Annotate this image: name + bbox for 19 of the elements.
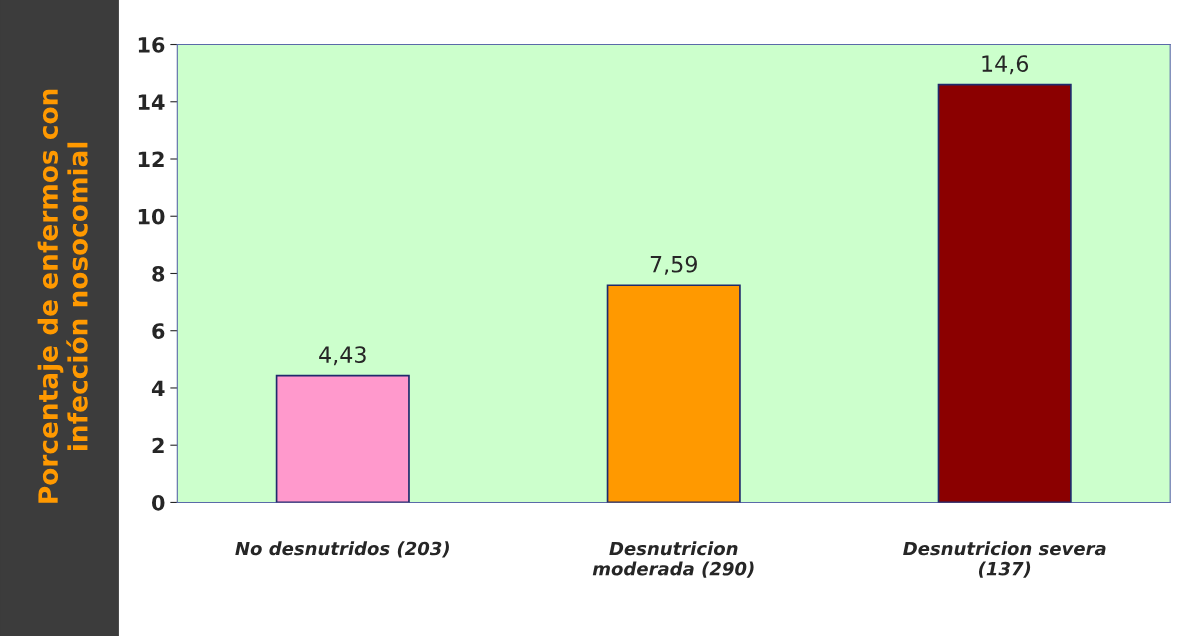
y-tick-label: 2	[152, 437, 164, 454]
data-label: 4,43	[319, 346, 366, 366]
y-tick-label: 14	[138, 94, 165, 110]
y-tick-label: 4	[151, 380, 165, 396]
data-label: 14,6	[982, 55, 1029, 75]
y-tick-label: 16	[138, 36, 165, 53]
x-tick-label: Desnutricion severa (137)	[903, 541, 1106, 578]
y-tick-label: 12	[138, 151, 164, 167]
y-tick-label: 8	[152, 265, 165, 282]
x-tick-label: Desnutricion moderada (290)	[592, 541, 754, 578]
y-axis-title: Porcentaje de enfermos con infección nosocomial	[37, 89, 88, 503]
y-tick-label: 0	[152, 494, 165, 511]
x-tick-label: No desnutridos (203)	[235, 541, 449, 558]
y-tick-label: 6	[152, 323, 165, 339]
bar	[606, 284, 741, 503]
data-label: 7,59	[650, 255, 697, 275]
bar	[275, 374, 410, 503]
bar	[937, 83, 1072, 503]
y-tick-label: 10	[138, 208, 165, 225]
